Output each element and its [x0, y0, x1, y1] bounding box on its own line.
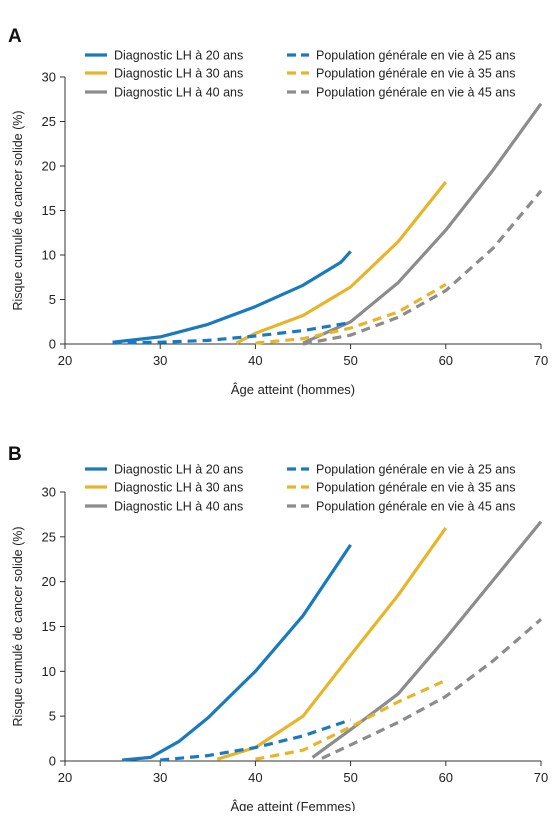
x-axis-label: Âge atteint (hommes): [231, 382, 355, 397]
y-tick-label: 0: [49, 337, 56, 352]
x-axis-label: Âge atteint (Femmes): [231, 799, 356, 811]
y-tick-label: 20: [42, 574, 56, 589]
y-tick-label: 25: [42, 114, 56, 129]
legend-entry: Diagnostic LH à 30 ans: [114, 481, 243, 495]
y-tick-label: 10: [42, 248, 56, 263]
series-line-1: [121, 544, 352, 762]
series-line-2: [216, 526, 448, 761]
x-tick-label: 60: [439, 770, 453, 785]
x-tick-label: 50: [343, 770, 357, 785]
legend-entry: Population générale en vie à 45 ans: [316, 86, 515, 100]
y-tick-label: 15: [42, 619, 56, 634]
x-tick-label: 20: [58, 770, 72, 785]
series-line-5: [255, 678, 447, 761]
x-tick-label: 30: [153, 770, 167, 785]
legend-entry: Diagnostic LH à 40 ans: [114, 86, 243, 100]
series-line-3: [311, 520, 543, 759]
y-tick-label: 20: [42, 159, 56, 174]
y-axis-label: Risque cumulé de cancer solide (%): [11, 110, 25, 310]
x-tick-label: 40: [248, 770, 262, 785]
x-tick-label: 60: [439, 353, 453, 368]
panel-label: A: [8, 26, 22, 47]
y-tick-label: 30: [42, 485, 56, 500]
legend-entry: Diagnostic LH à 40 ans: [114, 500, 243, 514]
panel-label: B: [8, 444, 22, 465]
y-tick-label: 0: [49, 754, 56, 769]
x-tick-label: 40: [248, 353, 262, 368]
legend-entry: Population générale en vie à 25 ans: [316, 49, 515, 63]
y-tick-label: 30: [42, 70, 56, 85]
series-line-1: [112, 250, 352, 344]
x-tick-label: 50: [343, 353, 357, 368]
series-line-6: [302, 189, 543, 346]
series-line-5: [255, 283, 447, 345]
legend-entry: Diagnostic LH à 20 ans: [114, 463, 243, 477]
x-tick-label: 70: [534, 353, 548, 368]
y-tick-label: 10: [42, 664, 56, 679]
series-line-4: [112, 321, 351, 345]
series-line-6: [321, 618, 543, 760]
x-tick-label: 30: [153, 353, 167, 368]
legend-entry: Population générale en vie à 35 ans: [316, 481, 515, 495]
series-line-4: [160, 718, 352, 762]
x-tick-label: 70: [534, 770, 548, 785]
y-tick-label: 5: [49, 292, 56, 307]
legend-entry: Population générale en vie à 25 ans: [316, 463, 515, 477]
y-axis-label: Risque cumulé de cancer solide (%): [11, 526, 25, 726]
legend-entry: Population générale en vie à 35 ans: [316, 67, 515, 81]
legend-entry: Diagnostic LH à 20 ans: [114, 49, 243, 63]
legend-entry: Diagnostic LH à 30 ans: [114, 67, 243, 81]
y-tick-label: 15: [42, 203, 56, 218]
y-tick-label: 25: [42, 529, 56, 544]
legend-entry: Population générale en vie à 45 ans: [316, 500, 515, 514]
chart-panel-b: B 0 5 10 15 20 25 30 20 30 40 50 60 70 Âge atteint (Fe…: [8, 444, 548, 814]
chart-panel-a: A 0 5 10 15 20 25 30 20 30 40 50 60 70 Âge atteint (ho…: [8, 26, 548, 397]
y-tick-label: 5: [49, 709, 56, 724]
series-line-3: [302, 102, 543, 345]
x-tick-label: 20: [58, 353, 72, 368]
